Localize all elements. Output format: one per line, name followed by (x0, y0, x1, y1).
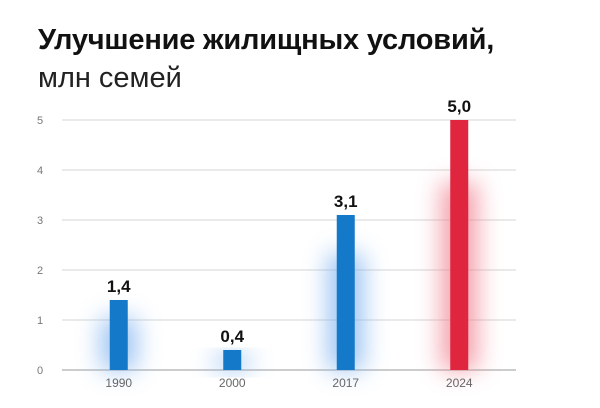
bar-glows (100, 182, 478, 370)
y-tick-label: 0 (37, 365, 43, 377)
chart-title: Улучшение жилищных условий, (38, 24, 495, 56)
bar-1990 (109, 300, 128, 370)
data-label: 3,1 (334, 192, 358, 211)
data-label: 5,0 (447, 97, 471, 116)
x-tick-label: 2000 (219, 376, 246, 390)
bar-2017 (336, 215, 355, 370)
y-tick-label: 2 (37, 265, 43, 277)
bar-2000 (223, 350, 242, 370)
y-tick-label: 4 (37, 165, 43, 177)
gridlines (62, 119, 516, 371)
data-label: 0,4 (220, 327, 244, 346)
y-tick-label: 3 (37, 215, 43, 227)
bar-2024 (450, 120, 469, 370)
x-tick-label: 1990 (105, 376, 132, 390)
x-tick-label: 2024 (446, 376, 473, 390)
x-tick-label: 2017 (332, 376, 359, 390)
labels: 0 1 2 3 4 5 1,4 1990 0,4 2000 3,1 2017 5,0 2024 (37, 97, 473, 390)
bars (109, 120, 469, 370)
chart-subtitle: млн семей (38, 62, 182, 94)
data-label: 1,4 (107, 277, 131, 296)
y-tick-label: 5 (37, 115, 43, 127)
y-tick-label: 1 (37, 315, 43, 327)
